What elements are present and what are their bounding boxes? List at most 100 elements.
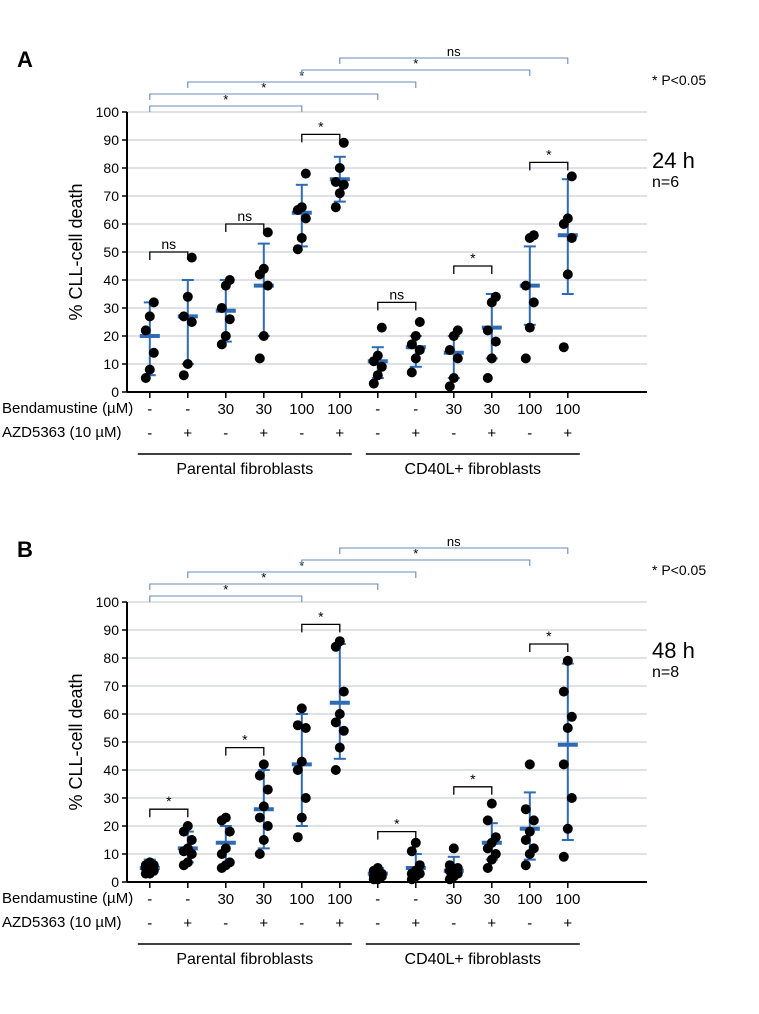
- data-point: [145, 857, 155, 867]
- azd-value: -: [299, 915, 304, 932]
- azd-value: +: [487, 915, 496, 932]
- data-point: [255, 353, 265, 363]
- benda-value: 100: [327, 891, 352, 908]
- group-label-cd40l: CD40L+ fibroblasts: [405, 951, 542, 968]
- data-point: [563, 723, 573, 733]
- data-point: [521, 860, 531, 870]
- sig-bracket: [530, 644, 568, 652]
- azd-value: -: [147, 425, 152, 442]
- ytick-label: 50: [103, 734, 119, 750]
- data-point: [415, 317, 425, 327]
- azd-value: +: [487, 425, 496, 442]
- ytick-label: 40: [103, 272, 119, 288]
- data-point: [221, 331, 231, 341]
- data-point: [445, 860, 455, 870]
- panel: B0102030405060708090100% CLL-cell death*…: [12, 532, 747, 992]
- sig-label: *: [318, 608, 324, 624]
- data-point: [525, 323, 535, 333]
- chart-wrap: 0102030405060708090100% CLL-cell deathns…: [57, 42, 747, 502]
- benda-value: 30: [255, 401, 272, 418]
- azd-value: -: [147, 915, 152, 932]
- data-point: [335, 636, 345, 646]
- data-point: [183, 359, 193, 369]
- data-point: [567, 712, 577, 722]
- data-point: [301, 213, 311, 223]
- data-point: [225, 827, 235, 837]
- data-point: [335, 743, 345, 753]
- data-point: [525, 759, 535, 769]
- sig-bracket: [150, 809, 188, 817]
- data-point: [293, 720, 303, 730]
- azd-value: +: [563, 915, 572, 932]
- data-point: [297, 703, 307, 713]
- azd-value: +: [335, 425, 344, 442]
- azd-value: -: [527, 425, 532, 442]
- azd-value: -: [375, 915, 380, 932]
- data-point: [563, 269, 573, 279]
- benda-value: 100: [555, 891, 580, 908]
- data-point: [331, 202, 341, 212]
- benda-value: 100: [517, 401, 542, 418]
- ytick-label: 20: [103, 818, 119, 834]
- chart-wrap: 0102030405060708090100% CLL-cell death**…: [57, 532, 747, 992]
- data-point: [411, 331, 421, 341]
- ytick-label: 50: [103, 244, 119, 260]
- data-point: [487, 799, 497, 809]
- side-labels: * P<0.0524 hn=6: [652, 72, 706, 192]
- data-point: [529, 815, 539, 825]
- pvalue-note: * P<0.05: [652, 562, 706, 578]
- sig-bracket: [226, 748, 264, 756]
- data-point: [145, 365, 155, 375]
- ytick-label: 0: [111, 874, 119, 890]
- sig-label: ns: [237, 208, 252, 224]
- benda-value: 100: [289, 891, 314, 908]
- benda-value: 30: [217, 401, 234, 418]
- data-point: [259, 801, 269, 811]
- sig-bracket: [302, 624, 340, 632]
- data-point: [149, 348, 159, 358]
- top-bracket-label: ns: [447, 534, 461, 549]
- sig-bracket: [302, 134, 340, 142]
- data-point: [263, 281, 273, 291]
- sig-bracket: [150, 252, 188, 260]
- data-point: [483, 325, 493, 335]
- data-point: [301, 169, 311, 179]
- data-point: [453, 353, 463, 363]
- data-point: [335, 709, 345, 719]
- data-point: [559, 759, 569, 769]
- ytick-label: 40: [103, 762, 119, 778]
- data-point: [301, 793, 311, 803]
- data-point: [179, 370, 189, 380]
- data-point: [567, 793, 577, 803]
- data-point: [483, 373, 493, 383]
- data-point: [335, 163, 345, 173]
- azd-value: +: [411, 425, 420, 442]
- sig-label: *: [318, 118, 324, 134]
- azd-value: +: [183, 915, 192, 932]
- benda-value: 100: [555, 401, 580, 418]
- benda-value: -: [413, 891, 418, 908]
- group-label-parental: Parental fibroblasts: [176, 951, 313, 968]
- group-label-parental: Parental fibroblasts: [176, 461, 313, 478]
- ytick-label: 70: [103, 678, 119, 694]
- benda-value: 30: [445, 401, 462, 418]
- data-point: [183, 292, 193, 302]
- data-point: [297, 757, 307, 767]
- benda-value: -: [147, 891, 152, 908]
- data-point: [407, 367, 417, 377]
- data-point: [217, 303, 227, 313]
- benda-value: -: [185, 891, 190, 908]
- data-point: [183, 821, 193, 831]
- ytick-label: 20: [103, 328, 119, 344]
- sig-bracket: [378, 302, 416, 310]
- data-point: [259, 264, 269, 274]
- ytick-label: 30: [103, 790, 119, 806]
- sig-label: *: [546, 146, 552, 162]
- data-point: [563, 824, 573, 834]
- data-point: [331, 765, 341, 775]
- ytick-label: 90: [103, 132, 119, 148]
- timepoint-label: 48 h: [652, 638, 706, 664]
- benda-value: 100: [289, 401, 314, 418]
- azd-value: +: [259, 915, 268, 932]
- data-point: [491, 292, 501, 302]
